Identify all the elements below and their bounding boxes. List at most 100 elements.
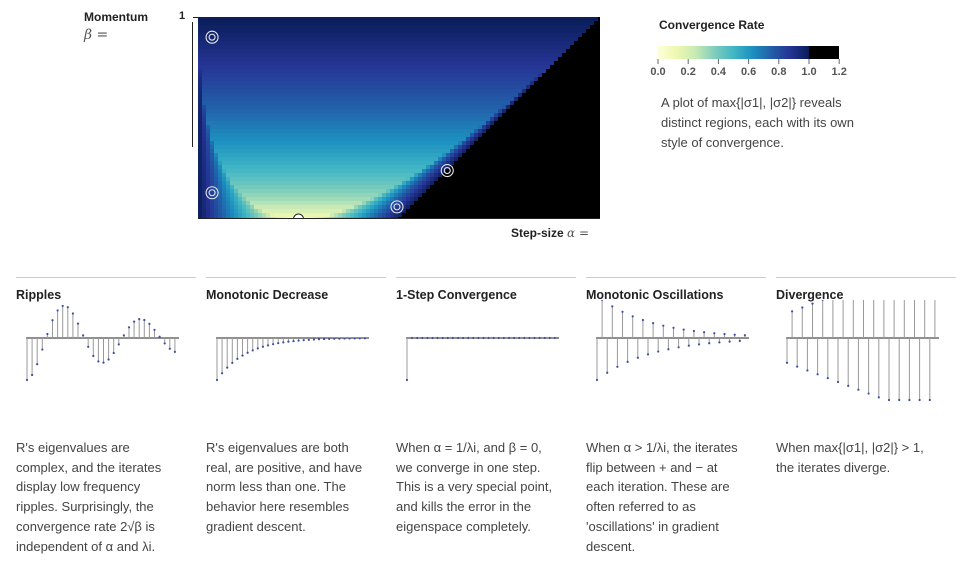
heatmap-cell <box>298 45 302 49</box>
heatmap-cell <box>210 69 214 73</box>
heatmap-cell <box>358 137 362 141</box>
heatmap-cell <box>514 161 518 165</box>
heatmap-cell <box>546 173 550 177</box>
heatmap-cell <box>582 205 586 209</box>
heatmap-cell <box>458 53 462 57</box>
heatmap-cell <box>514 205 518 209</box>
heatmap-cell <box>258 45 262 49</box>
heatmap-cell <box>518 89 522 93</box>
heatmap-cell <box>382 25 386 29</box>
heatmap-cell <box>574 133 578 137</box>
heatmap-cell <box>562 45 566 49</box>
heatmap-cell <box>534 17 538 21</box>
heatmap-cell <box>466 17 470 21</box>
heatmap-cell <box>490 61 494 65</box>
heatmap-cell <box>198 125 202 129</box>
heatmap-cell <box>210 77 214 81</box>
heatmap-cell <box>514 129 518 133</box>
heatmap-cell <box>258 33 262 37</box>
heatmap-cell <box>322 125 326 129</box>
heatmap-cell <box>318 173 322 177</box>
heatmap-cell <box>534 105 538 109</box>
heatmap-cell <box>266 205 270 209</box>
heatmap-cell <box>522 137 526 141</box>
heatmap-cell <box>474 25 478 29</box>
heatmap-cell <box>498 121 502 125</box>
heatmap-cell <box>542 189 546 193</box>
heatmap-cell <box>598 133 600 137</box>
heatmap-cell <box>374 185 378 189</box>
heatmap-cell <box>270 173 274 177</box>
heatmap-cell <box>218 161 222 165</box>
convergence-heatmap[interactable] <box>198 17 600 219</box>
heatmap-cell <box>450 45 454 49</box>
heatmap-cell <box>398 181 402 185</box>
heatmap-cell <box>282 213 286 217</box>
heatmap-cell <box>290 157 294 161</box>
heatmap-cell <box>550 133 554 137</box>
heatmap-cell <box>454 77 458 81</box>
heatmap-cell <box>198 169 202 173</box>
heatmap-cell <box>410 109 414 113</box>
heatmap-cell <box>286 149 290 153</box>
heatmap-cell <box>370 45 374 49</box>
heatmap-cell <box>390 17 394 21</box>
heatmap-cell <box>358 213 362 217</box>
heatmap-cell <box>502 121 506 125</box>
heatmap-cell <box>242 85 246 89</box>
heatmap-cell <box>486 81 490 85</box>
heatmap-cell <box>462 181 466 185</box>
heatmap-cell <box>506 181 510 185</box>
heatmap-cell <box>234 33 238 37</box>
heatmap-cell <box>302 157 306 161</box>
heatmap-cell <box>386 53 390 57</box>
heatmap-cell <box>546 37 550 41</box>
heatmap-cell <box>514 45 518 49</box>
heatmap-cell <box>374 65 378 69</box>
heatmap-cell <box>470 61 474 65</box>
heatmap-cell <box>562 25 566 29</box>
heatmap-cell <box>326 101 330 105</box>
heatmap-cell <box>382 77 386 81</box>
heatmap-cell <box>314 205 318 209</box>
heatmap-cell <box>306 205 310 209</box>
heatmap-cell <box>414 121 418 125</box>
heatmap-cell <box>230 97 234 101</box>
heatmap-cell <box>426 81 430 85</box>
heatmap-cell <box>374 37 378 41</box>
heatmap-cell <box>290 145 294 149</box>
heatmap-cell <box>542 133 546 137</box>
heatmap-cell <box>490 89 494 93</box>
heatmap-cell <box>546 181 550 185</box>
heatmap-cell <box>526 161 530 165</box>
heatmap-cell <box>490 65 494 69</box>
heatmap-cell <box>210 85 214 89</box>
heatmap-cell <box>246 157 250 161</box>
heatmap-cell <box>262 189 266 193</box>
heatmap-cell <box>198 185 202 189</box>
heatmap-cell <box>454 105 458 109</box>
heatmap-cell <box>486 85 490 89</box>
heatmap-cell <box>294 21 298 25</box>
heatmap-cell <box>386 57 390 61</box>
heatmap-cell <box>326 189 330 193</box>
heatmap-cell <box>342 109 346 113</box>
heatmap-cell <box>206 29 210 33</box>
heatmap-cell <box>402 161 406 165</box>
heatmap-cell <box>518 197 522 201</box>
heatmap-cell <box>274 117 278 121</box>
heatmap-cell <box>578 37 582 41</box>
heatmap-cell <box>386 125 390 129</box>
heatmap-cell <box>598 197 600 201</box>
heatmap-cell <box>470 165 474 169</box>
heatmap-cell <box>394 117 398 121</box>
heatmap-cell <box>550 113 554 117</box>
heatmap-cell <box>350 37 354 41</box>
heatmap-cell <box>570 125 574 129</box>
heatmap-cell <box>474 173 478 177</box>
heatmap-cell <box>258 209 262 213</box>
heatmap-cell <box>358 85 362 89</box>
heatmap-cell <box>334 109 338 113</box>
heatmap-cell <box>362 209 366 213</box>
heatmap-cell <box>382 61 386 65</box>
